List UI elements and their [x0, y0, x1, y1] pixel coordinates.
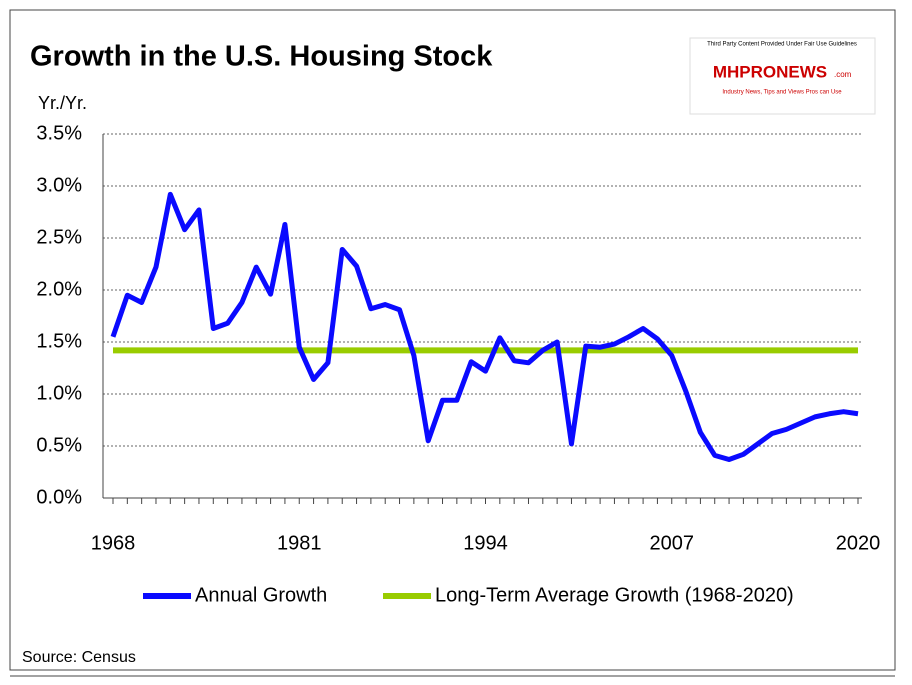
y-tick-label: 0.5%: [36, 434, 82, 456]
y-tick-label: 0.0%: [36, 486, 82, 508]
y-tick-label: 2.0%: [36, 278, 82, 300]
y-tick-label: 3.5%: [36, 122, 82, 144]
logo-top: Third Party Content Provided Under Fair …: [707, 42, 857, 48]
x-tick-label: 2020: [836, 532, 881, 554]
y-tick-label: 3.0%: [36, 174, 82, 196]
x-tick-label: 1968: [91, 532, 136, 554]
x-tick-label: 2007: [650, 532, 695, 554]
legend-label: Long-Term Average Growth (1968-2020): [435, 584, 794, 606]
frame: [9, 9, 896, 671]
chart-title: Growth in the U.S. Housing Stock: [30, 41, 493, 73]
x-tick-label: 1981: [277, 532, 322, 554]
y-tick-label: 1.5%: [36, 330, 82, 352]
y-axis-label: Yr./Yr.: [38, 93, 87, 113]
y-tick-label: 1.0%: [36, 382, 82, 404]
logo-suffix: .com: [834, 70, 852, 79]
logo-tagline: Industry News, Tips and Views Pros can U…: [722, 90, 842, 96]
source: Source: Census: [22, 649, 136, 666]
x-tick-label: 1994: [463, 532, 508, 554]
logo-name: MHPRONEWS: [713, 62, 827, 81]
logo-box: [689, 37, 876, 115]
y-tick-label: 2.5%: [36, 226, 82, 248]
series-line: [110, 191, 859, 463]
legend-label: Annual Growth: [195, 584, 327, 606]
logo: Third Party Content Provided Under Fair …: [689, 37, 876, 115]
